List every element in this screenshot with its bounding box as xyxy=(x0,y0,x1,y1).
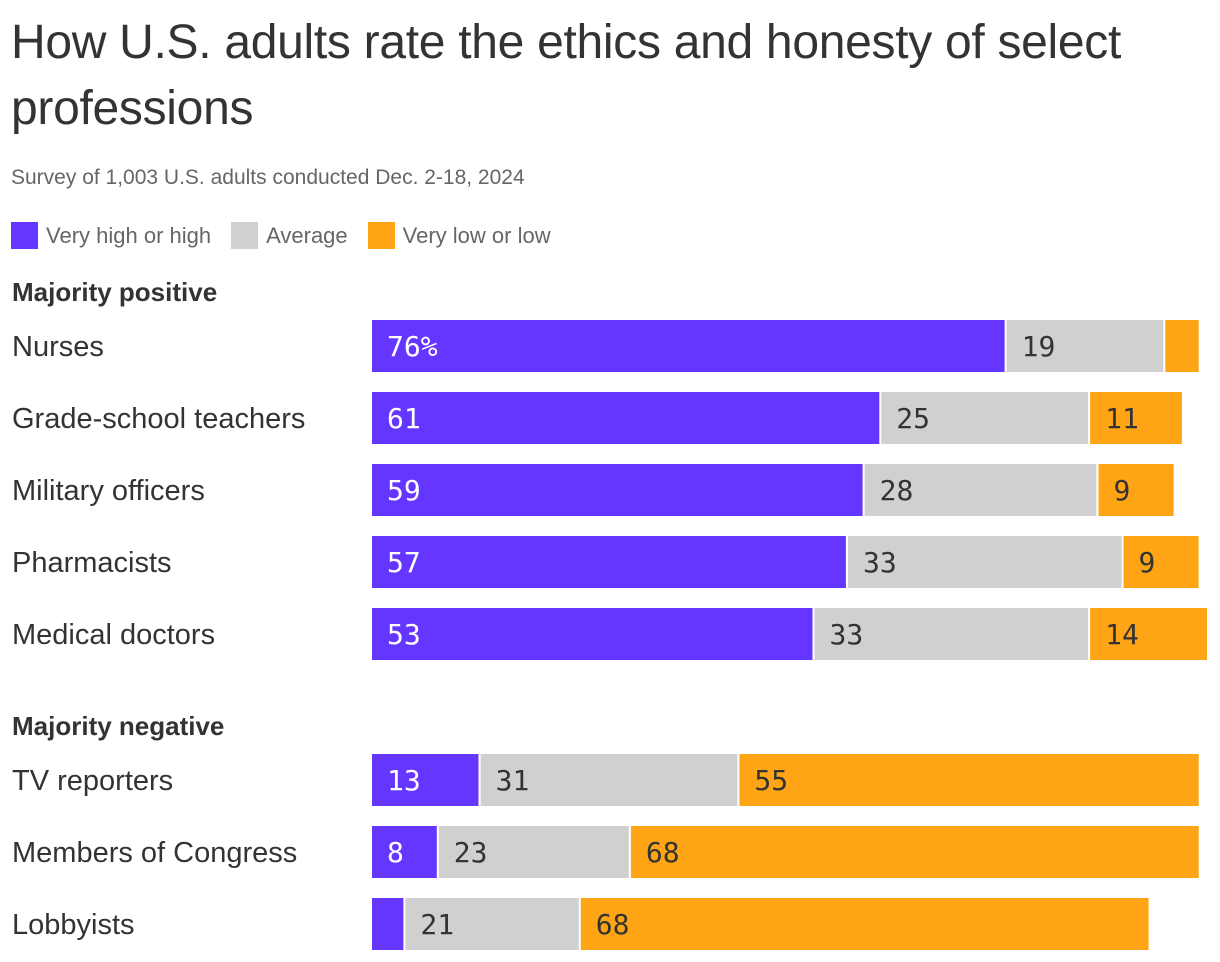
data-label-low: 11 xyxy=(1105,402,1139,435)
category-label: TV reporters xyxy=(12,765,173,797)
data-label-high: 8 xyxy=(387,836,404,869)
data-label-low: 9 xyxy=(1114,474,1131,507)
data-label-high: 59 xyxy=(387,474,421,507)
legend-label-average: Average xyxy=(266,222,348,248)
bar-segment-average xyxy=(864,464,1097,516)
data-label-low: 68 xyxy=(596,908,630,941)
data-label-high: 53 xyxy=(387,618,421,651)
bar-segment-high xyxy=(372,536,846,588)
data-label-high: 13 xyxy=(387,764,421,797)
legend-label-high: Very high or high xyxy=(46,222,212,248)
legend-item-average: Average xyxy=(231,222,348,249)
data-label-average: 25 xyxy=(896,402,930,435)
bar-segment-low xyxy=(1098,464,1174,516)
data-label-average: 19 xyxy=(1022,330,1056,363)
bar-segment-average xyxy=(438,826,629,878)
bar-segment-average xyxy=(814,608,1089,660)
data-label-high: 61 xyxy=(387,402,421,435)
legend-item-high: Very high or high xyxy=(11,222,211,249)
bar-segment-average xyxy=(480,754,738,806)
bar-segment-high xyxy=(372,320,1005,372)
bar-segment-high xyxy=(372,898,404,950)
category-label: Pharmacists xyxy=(12,547,172,579)
data-label-low: 14 xyxy=(1105,618,1139,651)
data-label-high: 76% xyxy=(387,330,438,363)
bar-segment-high xyxy=(372,608,813,660)
bar-segment-high xyxy=(372,392,880,444)
data-label-low: 68 xyxy=(646,836,680,869)
category-label: Military officers xyxy=(12,475,205,507)
data-label-average: 28 xyxy=(880,474,914,507)
category-label: Medical doctors xyxy=(12,619,215,651)
data-label-average: 33 xyxy=(863,546,897,579)
bar-segment-average xyxy=(405,898,579,950)
bar-segment-average xyxy=(848,536,1122,588)
legend-swatch-average xyxy=(231,222,259,249)
category-label: Grade-school teachers xyxy=(12,403,305,435)
group-label: Majority negative xyxy=(12,711,224,741)
data-label-average: 31 xyxy=(496,764,530,797)
legend-label-low: Very low or low xyxy=(402,222,551,248)
data-label-high: 57 xyxy=(387,546,421,579)
bar-segment-low xyxy=(580,898,1149,950)
category-label: Members of Congress xyxy=(12,837,297,869)
bar-segment-average xyxy=(881,392,1089,444)
chart-subtitle: Survey of 1,003 U.S. adults conducted De… xyxy=(11,166,525,189)
bar-segment-high xyxy=(372,826,437,878)
bar-segment-low xyxy=(1165,320,1199,372)
bar-segment-low xyxy=(1090,608,1207,660)
category-label: Nurses xyxy=(12,331,104,363)
data-label-average: 23 xyxy=(454,836,488,869)
group-label: Majority positive xyxy=(12,277,217,307)
bar-segment-low xyxy=(739,754,1199,806)
chart-title: How U.S. adults rate the ethics and hone… xyxy=(11,16,1122,135)
data-label-average: 33 xyxy=(830,618,864,651)
legend: Very high or high Average Very low or lo… xyxy=(11,222,571,249)
bar-segment-high xyxy=(372,464,863,516)
bar-segment-low xyxy=(1123,536,1199,588)
legend-item-low: Very low or low xyxy=(367,222,551,249)
bar-segment-low xyxy=(630,826,1199,878)
legend-swatch-low xyxy=(367,222,395,249)
category-label: Lobbyists xyxy=(12,909,135,941)
bar-segment-average xyxy=(1006,320,1164,372)
legend-swatch-high xyxy=(11,222,38,249)
data-label-average: 21 xyxy=(420,908,454,941)
data-label-low: 9 xyxy=(1139,546,1156,579)
bar-segment-low xyxy=(1090,392,1182,444)
data-label-low: 55 xyxy=(754,764,788,797)
bar-segment-high xyxy=(372,754,479,806)
